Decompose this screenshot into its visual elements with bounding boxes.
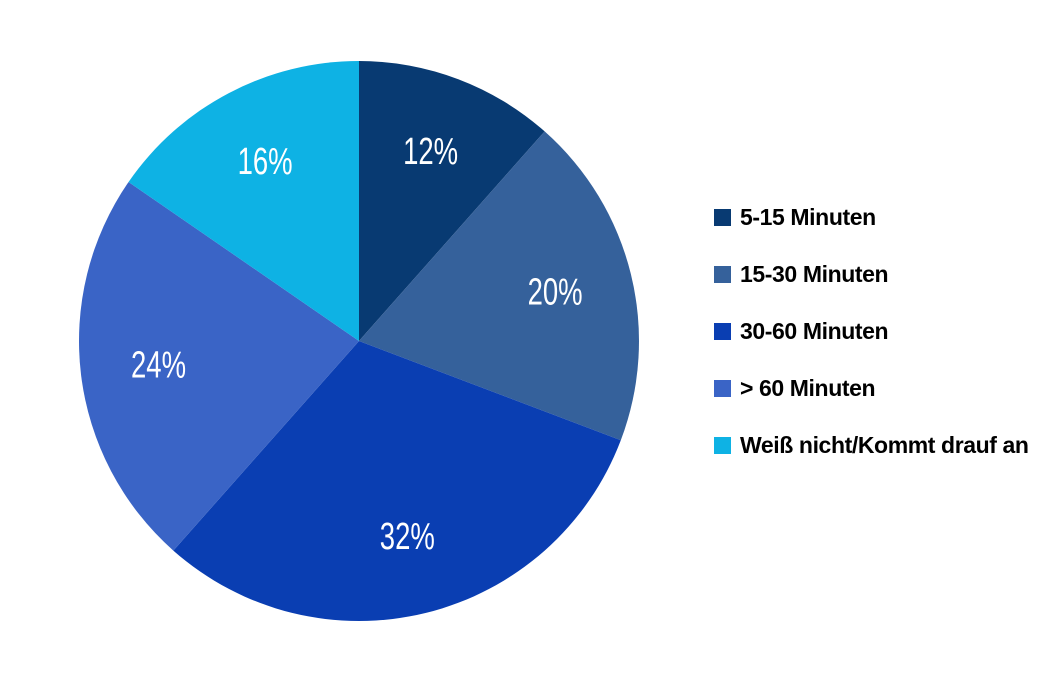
- legend-item-5: Weiß nicht/Kommt drauf an: [714, 417, 1029, 474]
- slice-label-1: 12%: [403, 131, 458, 173]
- slice-label-3: 32%: [380, 516, 435, 558]
- legend-label: 15-30 Minuten: [740, 261, 889, 287]
- legend-swatch: [714, 323, 731, 340]
- pie-slice-2: [359, 131, 639, 441]
- legend-label: 30-60 Minuten: [740, 318, 889, 344]
- legend-swatch: [714, 380, 731, 397]
- legend-label: > 60 Minuten: [740, 375, 876, 401]
- pie-slice-5: [128, 60, 359, 341]
- legend-swatch: [714, 209, 731, 226]
- legend-label: Weiß nicht/Kommt drauf an: [740, 432, 1029, 458]
- legend-item-4: > 60 Minuten: [714, 360, 1029, 417]
- slice-label-5: 16%: [238, 141, 293, 183]
- legend-item-3: 30-60 Minuten: [714, 303, 1029, 360]
- legend-item-2: 15-30 Minuten: [714, 246, 1029, 303]
- legend-swatch: [714, 266, 731, 283]
- legend: 5-15 Minuten 15-30 Minuten 30-60 Minuten > …: [714, 189, 1029, 474]
- pie-slice-4: [78, 181, 359, 551]
- legend-item-1: 5-15 Minuten: [714, 189, 1029, 246]
- legend-label: 5-15 Minuten: [740, 204, 876, 230]
- slice-label-4: 24%: [131, 344, 186, 386]
- legend-swatch: [714, 437, 731, 454]
- pie-slice-1: [359, 61, 545, 341]
- slice-label-2: 20%: [528, 272, 583, 314]
- pie-slice-3: [173, 341, 621, 621]
